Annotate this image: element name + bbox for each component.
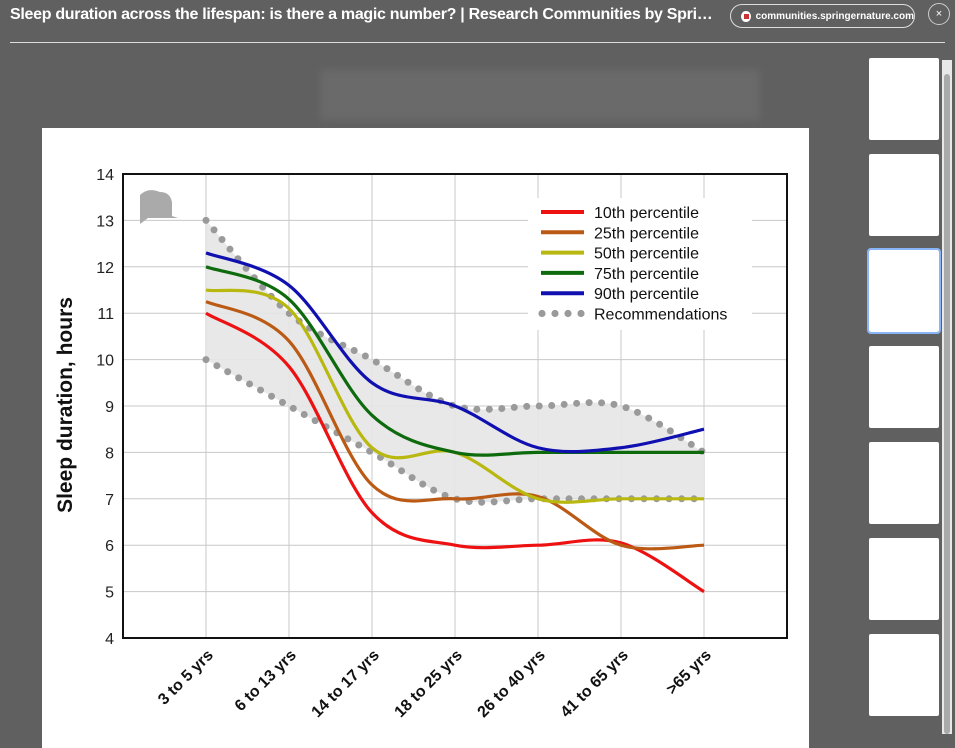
legend-dot <box>551 310 558 317</box>
legend-dot <box>538 310 545 317</box>
legend-label: 25th percentile <box>594 225 699 242</box>
legend-label: 75th percentile <box>594 266 699 283</box>
x-tick-label: 6 to 13 yrs <box>232 647 300 715</box>
y-tick-label: 12 <box>96 260 114 277</box>
x-tick-label: 14 to 17 yrs <box>309 647 383 721</box>
watermark-logo-icon <box>140 190 178 224</box>
y-tick-label: 5 <box>105 585 114 602</box>
thumbnail-scatter-maps[interactable] <box>869 58 939 140</box>
thumbnail-bar-comparison[interactable] <box>869 538 939 620</box>
thumbnail-scatter-plot[interactable] <box>869 634 939 716</box>
y-tick-label: 4 <box>105 631 114 648</box>
x-tick-label: 3 to 5 yrs <box>155 647 217 709</box>
legend-label: 50th percentile <box>594 246 699 263</box>
legend-dot <box>577 310 584 317</box>
y-tick-label: 6 <box>105 538 114 555</box>
legend-label: Recommendations <box>594 307 727 324</box>
y-tick-label: 9 <box>105 399 114 416</box>
y-tick-label: 14 <box>96 167 114 184</box>
y-tick-label: 13 <box>96 213 114 230</box>
legend-dot <box>564 310 571 317</box>
y-axis-label: Sleep duration, hours <box>54 297 77 513</box>
y-tick-label: 10 <box>96 353 114 370</box>
thumbnail-bar-grid[interactable] <box>869 346 939 428</box>
thumbnail-bar-chart[interactable] <box>869 154 939 236</box>
y-tick-label: 8 <box>105 445 114 462</box>
thumbnail-sleep-duration-chart[interactable] <box>869 250 939 332</box>
thumbnail-scrollbar[interactable] <box>942 60 952 734</box>
y-tick-label: 11 <box>97 306 114 323</box>
y-tick-label: 7 <box>105 492 114 509</box>
x-tick-label: >65 yrs <box>663 647 714 698</box>
legend-label: 90th percentile <box>594 286 699 303</box>
legend-label: 10th percentile <box>594 205 699 222</box>
x-tick-label: 41 to 65 yrs <box>558 647 632 721</box>
x-tick-label: 18 to 25 yrs <box>392 647 466 721</box>
x-tick-label: 26 to 40 yrs <box>475 647 549 721</box>
thumbnail-scatter-distribution[interactable] <box>869 442 939 524</box>
thumbnail-strip <box>869 58 939 730</box>
